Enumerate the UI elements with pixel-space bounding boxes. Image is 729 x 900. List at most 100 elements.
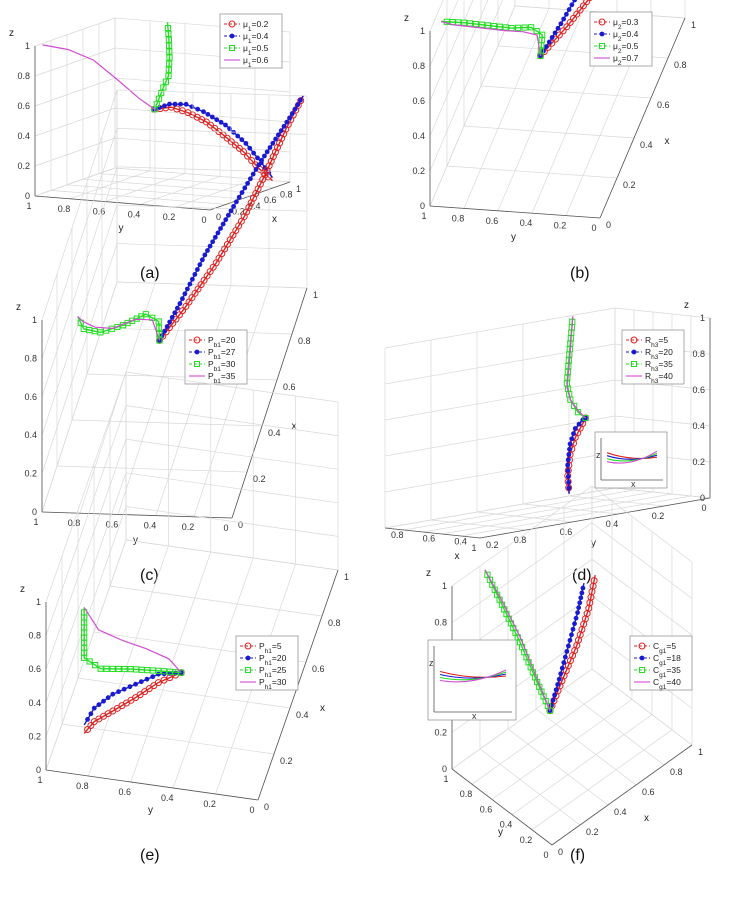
y-tick-label: 0.4 [500, 820, 513, 830]
data-point [155, 324, 163, 331]
grid-line [451, 522, 593, 623]
data-point [240, 148, 247, 156]
legend-label: Cg1=18 [653, 653, 681, 667]
data-point [201, 109, 206, 115]
data-point [295, 102, 301, 108]
y-axis-label: y [148, 805, 153, 816]
legend-marker [598, 18, 606, 26]
z-tick-label: 0.8 [434, 618, 447, 628]
legend-marker [229, 45, 235, 51]
data-point [150, 674, 156, 680]
data-point [587, 0, 593, 2]
data-point [127, 666, 134, 673]
z-axis-label: z [16, 302, 21, 313]
data-point [284, 119, 290, 125]
grid-line [79, 283, 156, 514]
data-point [566, 479, 571, 485]
inset-z-label: z [596, 450, 601, 460]
data-point [546, 39, 552, 45]
z-tick-label: 0.8 [17, 71, 30, 81]
grid-line [41, 243, 118, 474]
x-axis-label: x [455, 551, 460, 562]
legend-label: Ph1=20 [259, 653, 287, 667]
data-point [566, 19, 574, 27]
data-point [478, 21, 485, 28]
x-tick-label: 0.8 [328, 618, 341, 628]
data-point [264, 149, 270, 155]
legend-marker [229, 33, 235, 39]
x-axis-line [551, 744, 693, 846]
grid-line [463, 125, 635, 139]
data-point [579, 2, 587, 10]
grid-line [125, 472, 339, 504]
legend-label: μ2=0.5 [613, 41, 639, 55]
x-tick-label: 0.8 [670, 767, 683, 777]
legend-label: μ2=0.7 [613, 53, 639, 67]
grid-line [422, 491, 654, 533]
panel-label: (e) [140, 847, 160, 864]
x-tick-label: 1 [313, 290, 318, 300]
chart-panel-3: 00.20.40.60.811 0.8 0.6 0.4 0.2 000.20.40.60.… [16, 89, 318, 584]
series-line [83, 607, 182, 673]
grid-line [429, 0, 504, 172]
inset-plot: zx [427, 639, 517, 721]
y-tick-label: 0.8 [76, 781, 89, 791]
z-tick-label: 0.8 [692, 349, 705, 359]
data-point [115, 665, 122, 673]
data-point [549, 35, 555, 40]
data-point [563, 23, 571, 31]
data-point [533, 27, 540, 35]
x-tick-label: 0.6 [312, 664, 325, 674]
grid-line [172, 557, 254, 789]
inset-frame [594, 431, 668, 489]
legend-marker [244, 642, 252, 650]
z-tick-label: 0.6 [28, 664, 41, 674]
legend: μ1=0.2μ1=0.4μ1=0.5μ1=0.6 [219, 13, 283, 69]
grid-line [45, 405, 127, 636]
data-point [553, 687, 559, 693]
x-tick-label: 0 [264, 802, 269, 812]
y-tick-label: 0.6 [93, 207, 106, 217]
grid-line [614, 487, 711, 499]
data-point [575, 610, 580, 615]
data-point [555, 682, 561, 687]
inset-series-line [439, 673, 507, 679]
y-tick-label: 0.2 [163, 212, 176, 222]
inset-series-line [606, 452, 658, 462]
data-point [231, 141, 239, 149]
data-point [567, 446, 572, 452]
grid-lines [41, 89, 308, 519]
z-tick-label: 0.2 [28, 731, 41, 741]
data-point [105, 695, 111, 701]
x-axis-label: x [644, 813, 649, 824]
z-tick-label: 0.6 [412, 96, 425, 106]
z-tick-label: 0.4 [17, 131, 30, 141]
y-tick-label: 0.6 [560, 527, 573, 537]
grid-line [125, 405, 339, 436]
z-tick-label: 0.8 [24, 353, 37, 363]
grid-line [116, 204, 308, 212]
legend-label: Ph1=25 [259, 665, 287, 679]
legend-box [621, 329, 685, 385]
data-point [538, 53, 543, 59]
z-tick-label: 0 [36, 765, 41, 775]
data-point [109, 665, 116, 672]
data-point [552, 692, 557, 698]
data-point [155, 318, 162, 325]
x-tick-label: 0.6 [423, 533, 436, 543]
data-point [110, 691, 116, 697]
data-point [167, 101, 172, 107]
legend-marker [638, 642, 646, 650]
data-point [270, 140, 276, 146]
grid-line [522, 503, 619, 515]
data-point [225, 212, 231, 218]
data-point [184, 286, 190, 292]
inset-series-line [439, 669, 507, 683]
y-tick-label: 1 [443, 774, 448, 784]
data-point [88, 711, 94, 717]
grid-line [614, 307, 711, 319]
legend-label: Ph1=5 [259, 641, 282, 655]
series-line [158, 95, 304, 341]
grid-line [193, 286, 270, 517]
